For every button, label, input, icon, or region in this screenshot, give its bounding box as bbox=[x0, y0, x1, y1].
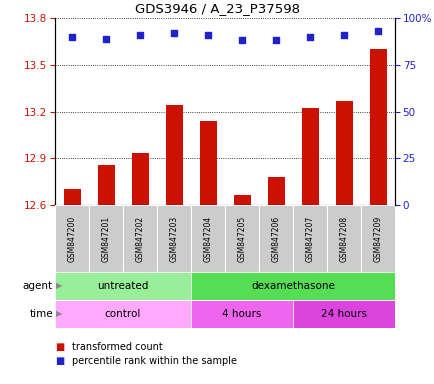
Text: GSM847205: GSM847205 bbox=[237, 215, 246, 262]
Text: 24 hours: 24 hours bbox=[320, 309, 366, 319]
Bar bbox=[191, 205, 224, 272]
Text: transformed count: transformed count bbox=[71, 342, 162, 352]
Bar bbox=[368, 49, 386, 205]
Bar bbox=[191, 300, 293, 328]
Point bbox=[238, 37, 245, 43]
Point bbox=[272, 37, 279, 43]
Bar bbox=[326, 205, 360, 272]
Point bbox=[170, 30, 177, 36]
Bar bbox=[301, 108, 318, 205]
Bar bbox=[191, 272, 394, 300]
Bar bbox=[233, 195, 250, 205]
Text: dexamethasone: dexamethasone bbox=[250, 281, 334, 291]
Text: GSM847207: GSM847207 bbox=[305, 215, 314, 262]
Bar bbox=[123, 205, 157, 272]
Bar bbox=[293, 300, 394, 328]
Point bbox=[340, 32, 347, 38]
Text: GSM847203: GSM847203 bbox=[169, 215, 178, 262]
Bar bbox=[335, 101, 352, 205]
Text: GSM847209: GSM847209 bbox=[373, 215, 381, 262]
Text: percentile rank within the sample: percentile rank within the sample bbox=[71, 356, 236, 366]
Text: GSM847208: GSM847208 bbox=[339, 215, 348, 262]
Text: ▶: ▶ bbox=[56, 281, 62, 291]
Bar bbox=[89, 205, 123, 272]
Bar bbox=[55, 300, 191, 328]
Point bbox=[136, 32, 143, 38]
Text: ■: ■ bbox=[55, 356, 64, 366]
Bar bbox=[63, 189, 80, 205]
Bar bbox=[157, 205, 191, 272]
Text: ■: ■ bbox=[55, 342, 64, 352]
Bar bbox=[360, 205, 394, 272]
Text: time: time bbox=[29, 309, 53, 319]
Text: GSM847201: GSM847201 bbox=[101, 215, 110, 262]
Bar bbox=[131, 153, 148, 205]
Point bbox=[374, 28, 381, 34]
Bar bbox=[267, 177, 284, 205]
Point bbox=[69, 34, 76, 40]
Text: 4 hours: 4 hours bbox=[222, 309, 261, 319]
Text: control: control bbox=[105, 309, 141, 319]
Text: agent: agent bbox=[23, 281, 53, 291]
Text: GSM847202: GSM847202 bbox=[135, 215, 144, 262]
Text: GSM847204: GSM847204 bbox=[203, 215, 212, 262]
Text: GSM847200: GSM847200 bbox=[67, 215, 76, 262]
Bar bbox=[293, 205, 326, 272]
Bar bbox=[199, 121, 216, 205]
Point bbox=[306, 34, 313, 40]
Bar bbox=[55, 205, 89, 272]
Point bbox=[204, 32, 211, 38]
Bar bbox=[55, 272, 191, 300]
Bar bbox=[165, 105, 182, 205]
Bar bbox=[258, 205, 293, 272]
Text: GSM847206: GSM847206 bbox=[271, 215, 280, 262]
Bar bbox=[224, 205, 258, 272]
Text: GDS3946 / A_23_P37598: GDS3946 / A_23_P37598 bbox=[135, 2, 299, 15]
Text: untreated: untreated bbox=[97, 281, 148, 291]
Text: ▶: ▶ bbox=[56, 310, 62, 318]
Bar bbox=[97, 165, 114, 205]
Point bbox=[102, 35, 109, 41]
